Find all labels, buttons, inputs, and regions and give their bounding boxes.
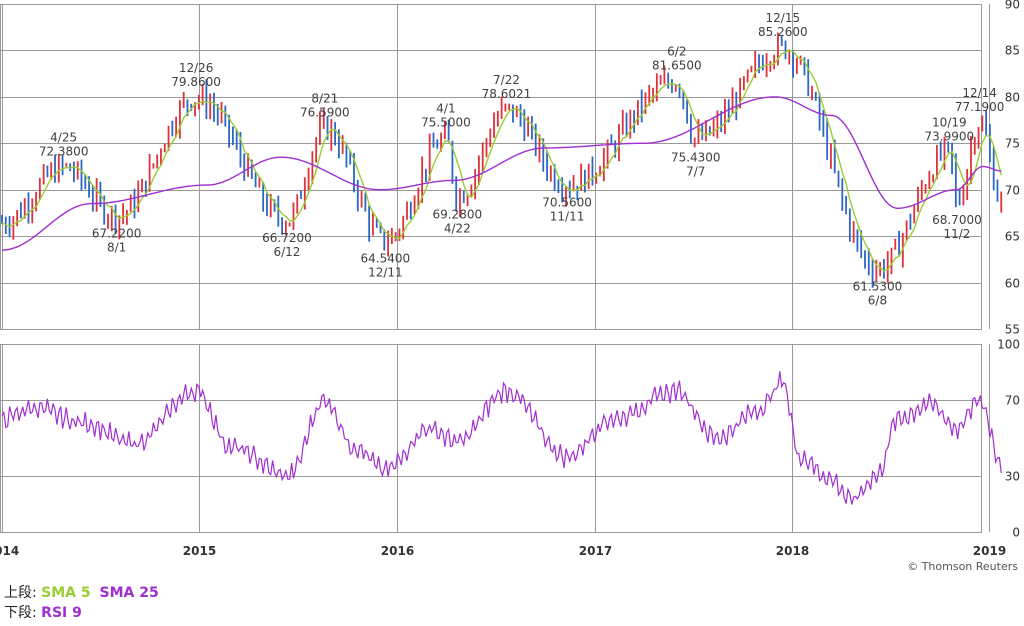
annotation-text: 4/1 xyxy=(436,102,455,116)
annotation-text: 12/26 xyxy=(179,61,214,75)
sma5-line xyxy=(1,49,1002,272)
annotation-text: 76.5900 xyxy=(300,106,350,120)
y-tick-upper: 90 xyxy=(1005,0,1020,12)
annotation-text: 4/25 xyxy=(50,131,77,145)
annotation-text: 78.6021 xyxy=(482,87,532,101)
annotation-text: 12/11 xyxy=(368,265,403,279)
annotation-text: 12/15 xyxy=(766,11,801,25)
legend-sma5: SMA 5 xyxy=(41,585,91,601)
annotation-text: 8/1 xyxy=(107,241,126,255)
annotation-text: 68.7000 xyxy=(932,213,982,227)
x-tick: 2016 xyxy=(381,544,414,558)
x-tick: 2019 xyxy=(973,544,1006,558)
x-tick: 2015 xyxy=(183,544,216,558)
y-tick-lower: 70 xyxy=(1005,394,1020,408)
annotation-text: 11/2 xyxy=(943,227,970,241)
y-tick-upper: 65 xyxy=(1005,230,1020,244)
annotation-text: 7/7 xyxy=(686,164,705,178)
candles xyxy=(1,32,1003,288)
x-tick: 2017 xyxy=(579,544,612,558)
annotation-text: 11/11 xyxy=(550,210,585,224)
y-tick-upper: 55 xyxy=(1005,323,1020,337)
annotation-text: 4/22 xyxy=(444,221,471,235)
x-axis-labels: 2014 2015 2016 2017 2018 2019 xyxy=(0,544,1006,558)
x-tick: 2018 xyxy=(776,544,809,558)
annotation-text: 72.3800 xyxy=(39,145,89,159)
annotation-text: 12/14 xyxy=(962,86,997,100)
y-tick-lower: 30 xyxy=(1005,470,1020,484)
annotation-text: 79.8600 xyxy=(171,75,221,89)
annotation-text: 75.5000 xyxy=(421,116,471,130)
annotation-text: 70.5600 xyxy=(542,196,592,210)
annotation-text: 6/12 xyxy=(273,245,300,259)
annotation-text: 66.7200 xyxy=(262,231,312,245)
annotation-text: 7/22 xyxy=(493,73,520,87)
legend-upper: 上段: SMA 5 SMA 25 xyxy=(4,584,159,602)
legend-upper-prefix: 上段: xyxy=(4,585,37,601)
x-tick: 2014 xyxy=(0,544,19,558)
y-tick-lower: 100 xyxy=(997,338,1020,352)
y-tick-upper: 60 xyxy=(1005,277,1020,291)
lower-panel-frame xyxy=(0,344,982,533)
y-tick-upper: 75 xyxy=(1005,137,1020,151)
annotation-text: 69.2800 xyxy=(432,207,482,221)
y-tick-upper: 85 xyxy=(1005,44,1020,58)
annotation-text: 61.5300 xyxy=(853,279,903,293)
annotation-text: 77.1900 xyxy=(955,100,1005,114)
annotation-text: 6/2 xyxy=(667,45,686,59)
annotation-text: 73.9900 xyxy=(925,130,975,144)
annotation-text: 64.5400 xyxy=(361,251,411,265)
y-tick-lower: 0 xyxy=(1012,526,1020,540)
rsi-line xyxy=(1,371,1002,505)
sma25-line xyxy=(1,96,1002,251)
annotation-text: 85.2600 xyxy=(758,25,808,39)
y-tick-upper: 70 xyxy=(1005,184,1020,198)
credit-text: © Thomson Reuters xyxy=(907,560,1018,573)
y-tick-upper: 80 xyxy=(1005,91,1020,105)
legend-sma25: SMA 25 xyxy=(99,585,159,601)
indicator-lines xyxy=(1,49,1002,505)
annotation-text: 75.4300 xyxy=(671,150,721,164)
annotation-text: 67.2200 xyxy=(92,227,142,241)
annotation-text: 6/8 xyxy=(868,293,887,307)
legend-lower: 下段: RSI 9 xyxy=(4,604,82,622)
annotation-text: 8/21 xyxy=(311,92,338,106)
legend-lower-prefix: 下段: xyxy=(4,605,37,621)
annotation-text: 81.6500 xyxy=(652,59,702,73)
annotation-text: 10/19 xyxy=(932,116,967,130)
legend-rsi: RSI 9 xyxy=(41,605,82,621)
